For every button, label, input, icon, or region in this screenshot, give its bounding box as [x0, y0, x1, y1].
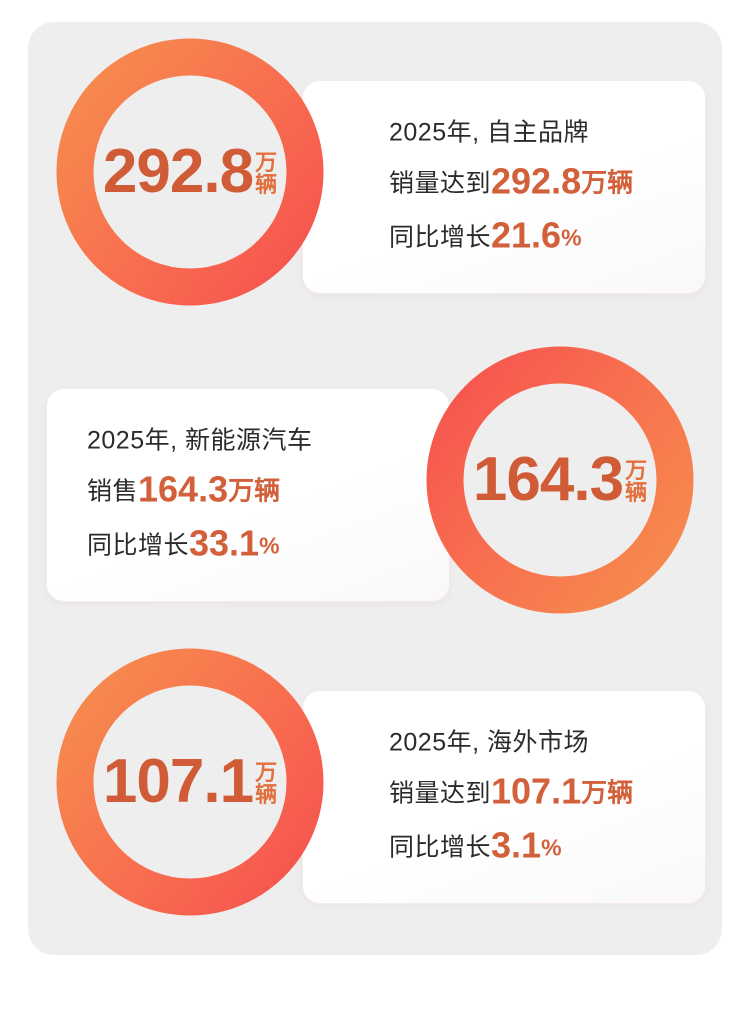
card-line-1-text: 2025年, 海外市场: [389, 728, 590, 757]
card-line-2-value: 107.1: [491, 770, 582, 812]
text-card-new-energy-vehicle: 2025年, 新能源汽车 销售164.3万辆 同比增长33.1%: [46, 388, 450, 602]
ring-unit-bottom: 辆: [625, 480, 648, 505]
card-line-3-prefix: 同比增长: [87, 531, 190, 560]
card-line-1: 2025年, 自主品牌: [389, 118, 679, 147]
card-line-2-unit: 万辆: [228, 475, 281, 506]
card-line-2: 销售164.3万辆: [87, 468, 423, 510]
card-line-3-value: 33.1: [189, 522, 260, 564]
ring-unit: 万 辆: [255, 759, 278, 807]
ring-unit-bottom: 辆: [255, 782, 278, 807]
card-line-3-value: 21.6: [491, 214, 562, 256]
donut-ring-new-energy-vehicle: 164.3 万 辆: [426, 346, 694, 614]
card-line-2-unit: 万辆: [581, 167, 634, 198]
donut-ring-center-label: 107.1 万 辆: [56, 648, 324, 916]
card-line-3-prefix: 同比增长: [389, 223, 492, 252]
card-line-2-prefix: 销量达到: [389, 779, 492, 808]
card-line-2-unit: 万辆: [581, 777, 634, 808]
donut-ring-svg: [426, 346, 694, 614]
card-line-1-text: 2025年, 自主品牌: [389, 118, 590, 147]
donut-ring-overseas-market: 107.1 万 辆: [56, 648, 324, 916]
card-line-2-prefix: 销量达到: [389, 169, 492, 198]
ring-unit: 万 辆: [625, 457, 648, 505]
ring-unit-bottom: 辆: [255, 172, 278, 197]
card-line-2: 销量达到107.1万辆: [389, 770, 679, 812]
ring-unit-top: 万: [255, 149, 278, 175]
card-line-2-value: 292.8: [491, 160, 582, 202]
card-line-3: 同比增长21.6%: [389, 214, 679, 256]
card-line-2-value: 164.3: [138, 468, 229, 510]
card-line-3: 同比增长3.1%: [389, 824, 679, 866]
ring-unit: 万 辆: [255, 149, 278, 197]
stat-block-new-energy-vehicle: 2025年, 新能源汽车 销售164.3万辆 同比增长33.1%: [28, 330, 722, 630]
donut-ring-center-label: 292.8 万 辆: [56, 38, 324, 306]
ring-number: 292.8: [102, 137, 254, 206]
card-line-1-text: 2025年, 新能源汽车: [87, 426, 313, 455]
card-line-3-value: 3.1: [491, 824, 542, 866]
card-line-2-prefix: 销售: [87, 477, 139, 506]
donut-ring-svg: [56, 38, 324, 306]
card-line-3: 同比增长33.1%: [87, 522, 423, 564]
ring-number: 164.3: [472, 445, 624, 514]
card-line-3-prefix: 同比增长: [389, 833, 492, 862]
stat-block-overseas-market: 2025年, 海外市场 销量达到107.1万辆 同比增长3.1%: [28, 632, 722, 932]
card-line-3-percent-sign: %: [561, 224, 582, 251]
card-line-1: 2025年, 新能源汽车: [87, 426, 423, 455]
card-line-1: 2025年, 海外市场: [389, 728, 679, 757]
stat-block-self-owned-brand: 2025年, 自主品牌 销量达到292.8万辆 同比增长21.6%: [28, 22, 722, 322]
text-card-self-owned-brand: 2025年, 自主品牌 销量达到292.8万辆 同比增长21.6%: [302, 80, 706, 294]
ring-unit-top: 万: [625, 457, 648, 483]
donut-ring-svg: [56, 648, 324, 916]
card-line-3-percent-sign: %: [259, 532, 280, 559]
ring-number: 107.1: [102, 747, 254, 816]
donut-ring-center-label: 164.3 万 辆: [426, 346, 694, 614]
ring-unit-top: 万: [255, 759, 278, 785]
card-line-2: 销量达到292.8万辆: [389, 160, 679, 202]
text-card-overseas-market: 2025年, 海外市场 销量达到107.1万辆 同比增长3.1%: [302, 690, 706, 904]
card-line-3-percent-sign: %: [541, 834, 562, 861]
donut-ring-self-owned-brand: 292.8 万 辆: [56, 38, 324, 306]
